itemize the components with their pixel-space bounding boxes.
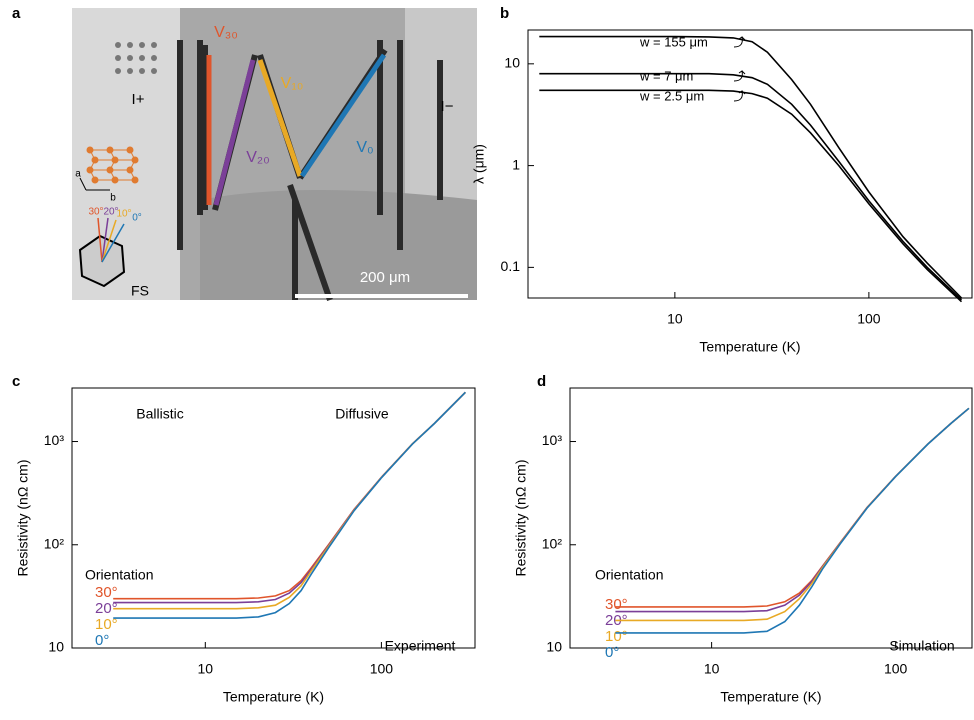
label-arrow [733, 70, 746, 82]
annotation: Diffusive [335, 406, 389, 422]
data-line [113, 391, 466, 600]
y-tick-label: 1 [512, 156, 520, 172]
image-label: 20° [103, 207, 118, 218]
sem-image: a [12, 5, 477, 301]
image-label: I+ [132, 91, 145, 108]
chart-panel: b 10 100 0.1 1 10 Temperature (K) λ (μm) w = 155… [471, 5, 973, 355]
panel-label: b [500, 5, 509, 22]
image-label: I− [441, 98, 454, 115]
image-label: FS [131, 283, 149, 299]
substrate [200, 190, 477, 300]
data-line [113, 391, 466, 610]
image-label: 200 μm [360, 269, 410, 286]
annotation: Ballistic [136, 406, 183, 422]
chart-panel: c 10 100 10 10² 10³ Temperature (K) Resistivity… [12, 373, 476, 705]
data-line [113, 391, 466, 604]
y-tick-label: 10³ [542, 432, 563, 448]
data-line [615, 407, 970, 608]
series-label: 0° [95, 632, 109, 649]
image-label: 0° [132, 213, 142, 224]
panel-label: d [537, 373, 546, 390]
series-label: 10° [605, 628, 628, 645]
series-label: w = 155 μm [639, 34, 708, 49]
y-tick-label: 0.1 [501, 258, 521, 274]
series-label: 20° [95, 600, 118, 617]
image-label: V₃₀ [214, 24, 238, 41]
series-label: 30° [95, 584, 118, 601]
image-label: V₀ [356, 139, 373, 156]
x-tick-label: 10 [667, 311, 683, 327]
x-tick-label: 10 [704, 661, 720, 677]
y-tick-label: 10 [546, 639, 562, 655]
data-line [539, 35, 963, 299]
series-label: 30° [605, 596, 628, 613]
plot-frame [527, 29, 973, 299]
plot-frame [71, 387, 476, 649]
series-label: 0° [605, 644, 619, 661]
label-arrow [733, 90, 746, 102]
data-line [615, 407, 970, 634]
annotation: Experiment [385, 638, 456, 654]
legend-title: Orientation [595, 567, 663, 583]
x-axis-label: Temperature (K) [223, 689, 324, 705]
crystal-axes [79, 177, 110, 191]
image-label: b [110, 193, 116, 204]
data-line [539, 89, 963, 303]
lattice [86, 146, 139, 184]
image-label: V₁₀ [281, 75, 304, 92]
y-axis-label: Resistivity (nΩ cm) [513, 459, 529, 576]
via-grid [115, 42, 157, 74]
image-label: V₂₀ [246, 149, 270, 166]
x-tick-label: 100 [370, 661, 394, 677]
panel-label: a [12, 5, 21, 22]
series-label: w = 7 μm [639, 68, 693, 83]
orientation-fan [97, 217, 125, 263]
data-line [113, 391, 466, 619]
y-tick-label: 10² [542, 535, 563, 551]
y-axis-label: Resistivity (nΩ cm) [15, 459, 31, 576]
scale-bar [295, 294, 468, 298]
y-tick-label: 10² [44, 535, 65, 551]
x-tick-label: 100 [857, 311, 881, 327]
y-tick-label: 10³ [44, 432, 65, 448]
annotation: Simulation [889, 638, 954, 654]
x-tick-label: 100 [884, 661, 908, 677]
label-arrow [733, 36, 746, 48]
data-line [615, 407, 970, 613]
y-tick-label: 10 [504, 55, 520, 71]
data-line [615, 407, 970, 622]
x-axis-label: Temperature (K) [699, 339, 800, 355]
chart-panel: d 10 100 10 10² 10³ Temperature (K) Resistivity… [513, 373, 973, 705]
series-label: w = 2.5 μm [639, 88, 704, 103]
y-tick-label: 10 [48, 639, 64, 655]
voltage-probes [206, 53, 387, 206]
plot-frame [569, 387, 973, 649]
image-label: a [75, 169, 81, 180]
data-line [539, 72, 963, 301]
x-axis-label: Temperature (K) [720, 689, 821, 705]
panel-label: c [12, 373, 20, 390]
y-axis-label: λ (μm) [471, 144, 487, 184]
legend-title: Orientation [85, 567, 153, 583]
image-label: 10° [116, 209, 131, 220]
series-label: 10° [95, 616, 118, 633]
image-label: 30° [88, 207, 103, 218]
x-tick-label: 10 [198, 661, 214, 677]
